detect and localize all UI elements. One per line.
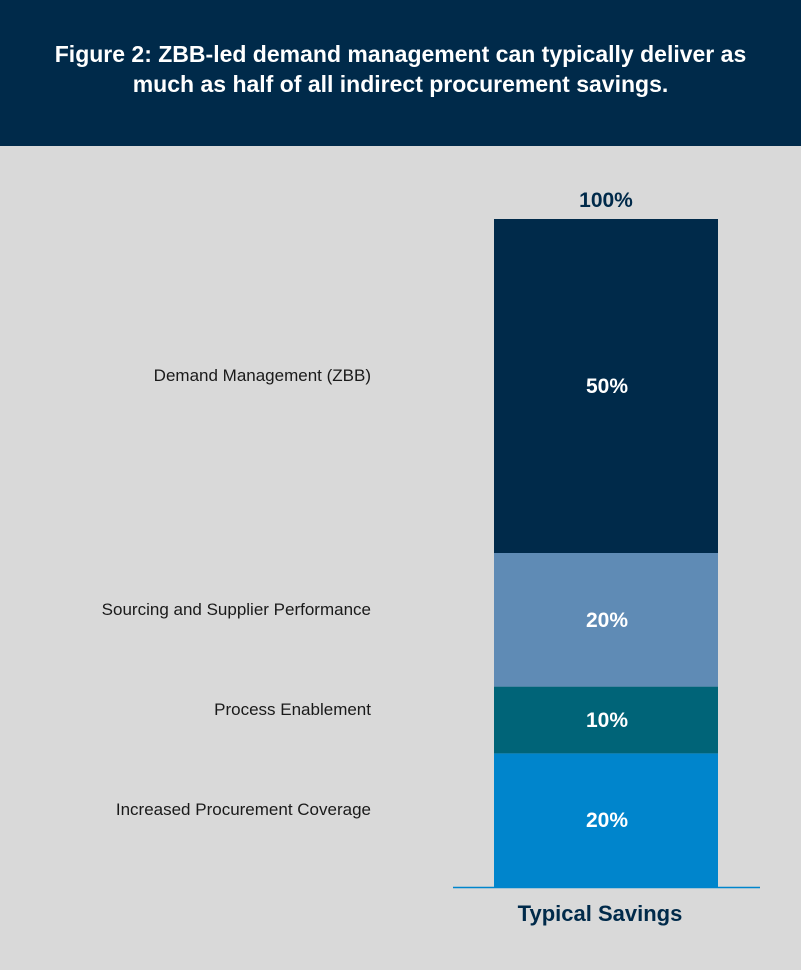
data-label-increased-procurement-coverage: 20% [586,809,628,832]
legend-label-increased-procurement-coverage: Increased Procurement Coverage [116,800,371,819]
bar-segment-process-enablement [494,686,718,754]
total-label: 100% [579,189,633,212]
legend-label-sourcing-and-supplier-performance: Sourcing and Supplier Performance [102,600,371,619]
chart-title-banner: Figure 2: ZBB-led demand management can … [0,0,801,146]
legend-label-demand-management-zbb: Demand Management (ZBB) [154,366,371,385]
bar-segment-sourcing-and-supplier-performance [494,553,718,687]
data-label-sourcing-and-supplier-performance: 20% [586,609,628,632]
chart-title: Figure 2: ZBB-led demand management can … [54,41,747,97]
data-label-demand-management-zbb: 50% [586,375,628,398]
x-tick-label: Typical Savings [518,901,683,926]
bar-segment-increased-procurement-coverage [494,753,718,887]
bar-segment-demand-management-zbb [494,219,718,553]
data-label-process-enablement: 10% [586,709,628,732]
legend-label-process-enablement: Process Enablement [214,700,371,719]
